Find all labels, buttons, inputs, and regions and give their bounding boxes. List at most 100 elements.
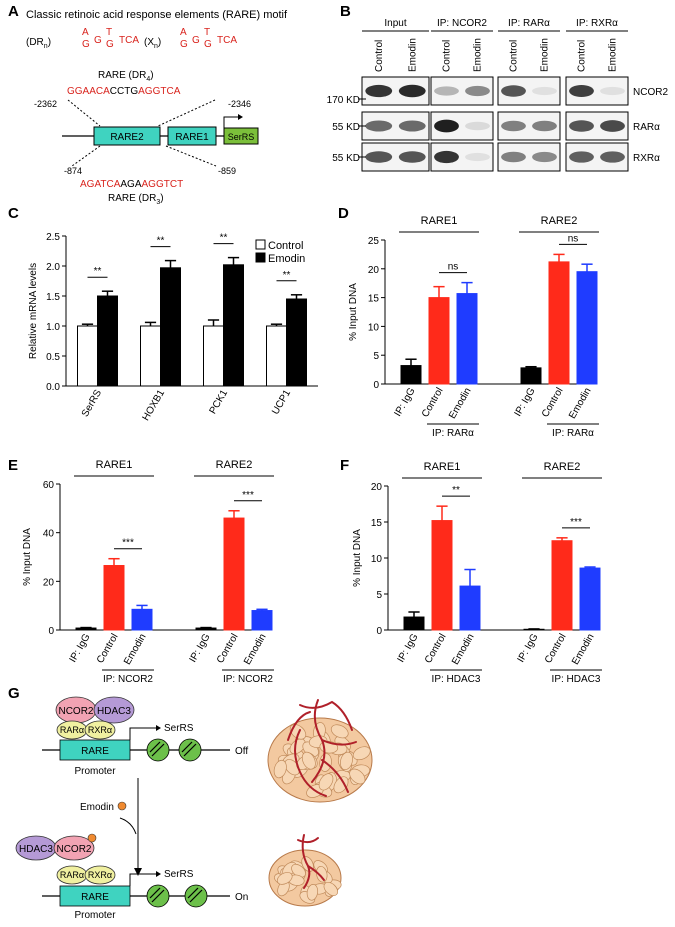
bar: [576, 271, 598, 385]
y-tick-label: 0: [373, 380, 379, 391]
group-label: RARE1: [424, 461, 461, 473]
group-label: RARE2: [544, 461, 581, 473]
svg-text:TCA: TCA: [217, 35, 237, 46]
blot-group-label: IP: RARα: [508, 18, 550, 29]
blot-group-label: IP: RXRα: [576, 18, 618, 29]
x-tick-label: IP: IgG: [68, 632, 93, 665]
bar: [140, 325, 161, 387]
legend-label-control: Control: [268, 240, 303, 252]
group-label: RARE1: [96, 459, 133, 471]
svg-text:G: G: [192, 35, 200, 46]
repressed-state: NCOR2 HDAC3 RARα RXRα RARE Promoter SerR…: [42, 696, 248, 777]
tumor-cell: [349, 768, 366, 785]
position-2346: -2346: [228, 99, 251, 109]
tumor-cell: [273, 759, 287, 779]
blood-vessel: [299, 700, 353, 731]
y-tick-label: 2.0: [46, 262, 60, 273]
svg-text:G: G: [94, 35, 102, 46]
bar: [286, 298, 307, 387]
tumor-cell: [276, 872, 293, 885]
blot-row-label: NCOR2: [633, 87, 668, 98]
bar: [400, 365, 422, 385]
svg-text:T: T: [106, 27, 112, 38]
sig-label: ***: [242, 490, 254, 501]
blot-lane-label: Control: [374, 40, 385, 72]
bar: [77, 325, 98, 387]
y-tick-label: 25: [368, 236, 380, 247]
blot-band: [465, 152, 490, 162]
bar: [203, 325, 224, 387]
tumor-cell: [289, 724, 307, 740]
blood-vessel: [287, 711, 311, 741]
blot-band: [398, 120, 426, 132]
blot-group-label: IP: NCOR2: [437, 18, 487, 29]
on-label: On: [235, 892, 248, 903]
group-label: RARE2: [541, 215, 578, 227]
bar: [548, 261, 570, 385]
blot-band: [434, 150, 459, 164]
y-tick-label: 0: [376, 626, 382, 637]
rare-motif: (DRn) A G G T G TCA (Xn) A G G T G TCA: [26, 27, 237, 50]
blot-band: [501, 85, 526, 97]
blot-band: [398, 84, 426, 98]
blot-lane-label: Control: [442, 40, 453, 72]
rare-motif-title: Classic retinoic acid response elements …: [26, 9, 288, 21]
panel-a: A Classic retinoic acid response element…: [8, 3, 288, 206]
bar: [75, 627, 97, 631]
bar: [403, 616, 425, 631]
sig-label: **: [94, 266, 102, 277]
sig-label: ns: [448, 262, 459, 273]
rare-box-bottom: [59, 885, 131, 907]
tumor-cell: [306, 884, 319, 901]
bar: [459, 585, 481, 631]
blot-mw-label: 55 KD: [332, 153, 360, 164]
legend-swatch-control: [255, 239, 266, 250]
x-tick-label: Emodin: [447, 386, 473, 421]
x-tick-label: Control: [540, 386, 566, 419]
blot-band: [600, 151, 625, 163]
bar: [520, 367, 542, 385]
position-859: -859: [218, 166, 236, 176]
y-tick-label: 5: [373, 351, 379, 362]
y-axis-label: % Input DNA: [352, 529, 363, 587]
x-tick-label: IP: IgG: [516, 632, 541, 665]
x-tick-label: SerRS: [80, 388, 104, 419]
sig-label: ns: [568, 233, 579, 244]
ip-label: IP: NCOR2: [103, 674, 153, 685]
emodin-label: Emodin: [80, 802, 114, 813]
rare1-box-label: RARE1: [175, 132, 209, 143]
blot-lane-label: Emodin: [608, 38, 619, 72]
rare2-box-label: RARE2: [110, 132, 144, 143]
serrs-box-label: SerRS: [228, 132, 255, 142]
tss-arrow: [223, 116, 240, 128]
blot-band: [434, 119, 459, 133]
blot-lane-label: Emodin: [540, 38, 551, 72]
x-tick-label: UCP1: [270, 388, 293, 417]
blood-vessel: [297, 837, 319, 844]
rxr-label-top: RXRα: [88, 725, 112, 735]
blot-band: [465, 121, 490, 131]
group-label: RARE2: [216, 459, 253, 471]
x-tick-label: HOXB1: [141, 388, 168, 423]
x-tick-label: Control: [423, 632, 449, 665]
x-tick-label: Control: [543, 632, 569, 665]
svg-text:G: G: [180, 39, 188, 50]
tumor-cell: [340, 751, 353, 771]
blot-band: [600, 86, 625, 96]
ip-label: IP: RARα: [432, 428, 474, 439]
bar: [579, 567, 601, 631]
rare2-sequence: GGAACACCTGAGGTCA: [67, 86, 181, 97]
blot-band: [569, 85, 594, 97]
legend-swatch-emodin: [255, 252, 266, 263]
svg-text:A: A: [180, 27, 187, 38]
dr-n-label: (DRn): [26, 37, 51, 50]
panel-g: G NCOR2 HDAC3 RARα RXRα RARE Promoter Se…: [8, 685, 373, 921]
tumor-cell: [289, 738, 306, 755]
ncor2-label-bottom: NCOR2: [56, 844, 91, 855]
bar: [251, 610, 273, 631]
bar: [103, 565, 125, 631]
ip-label: IP: NCOR2: [223, 674, 273, 685]
emodin-molecule: [117, 801, 127, 811]
tumor-cell: [330, 724, 349, 739]
